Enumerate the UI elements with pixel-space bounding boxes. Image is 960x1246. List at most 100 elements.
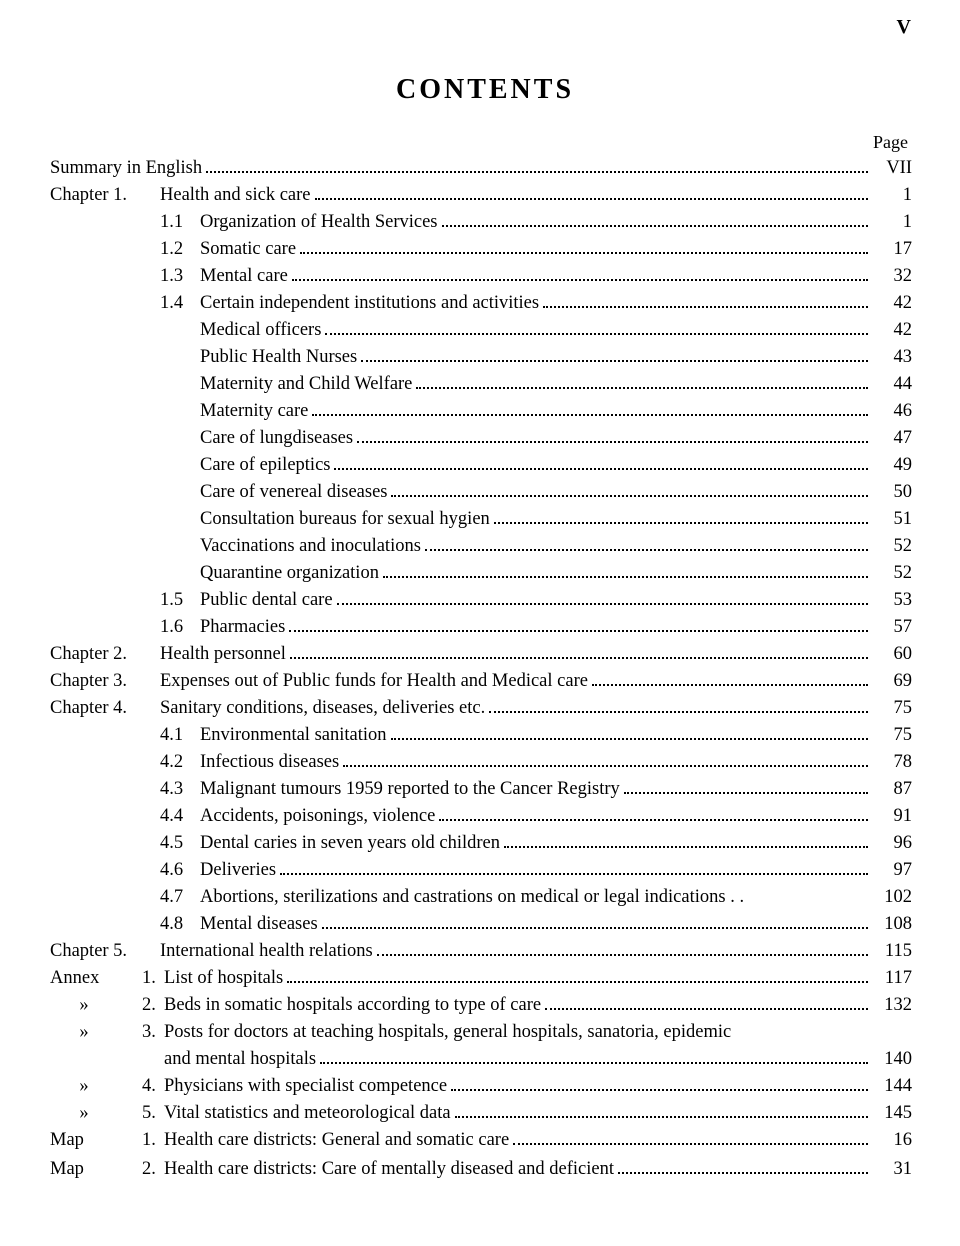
toc-page: 57	[872, 614, 920, 641]
toc-row: Vaccinations and inoculations52	[50, 533, 920, 560]
toc-row: 4.6Deliveries97	[50, 857, 920, 884]
toc-number: 1.	[142, 1127, 164, 1154]
toc-page: 32	[872, 263, 920, 290]
toc-row: Chapter 5.International health relations…	[50, 938, 920, 965]
toc-dots	[289, 620, 868, 632]
toc-prefix: Chapter 2.	[50, 641, 160, 668]
toc-prefix: 1.6	[160, 614, 200, 641]
toc-dots	[377, 944, 868, 956]
toc-row: 4.2Infectious diseases78	[50, 749, 920, 776]
toc-label: Consultation bureaus for sexual hygien	[200, 509, 490, 529]
toc-dots	[312, 404, 868, 416]
toc-label: Medical officers	[200, 320, 321, 340]
toc-page: 44	[872, 371, 920, 398]
toc-number: 1.	[142, 965, 164, 992]
toc-row: and mental hospitals140	[50, 1046, 920, 1073]
toc-dots	[513, 1133, 868, 1145]
toc-dots	[383, 566, 868, 578]
toc-page: 145	[872, 1100, 920, 1127]
toc-row: »4.Physicians with specialist competence…	[50, 1073, 920, 1100]
toc-label: Health care districts: Care of mentally …	[164, 1156, 614, 1183]
toc-page: 75	[872, 695, 920, 722]
toc-label: Care of lungdiseases	[200, 428, 353, 448]
toc-page: 47	[872, 425, 920, 452]
toc-prefix: 1.4	[160, 290, 200, 317]
toc-prefix: Chapter 3.	[50, 668, 160, 695]
toc-row: Map2.Health care districts: Care of ment…	[50, 1156, 920, 1183]
toc-prefix: 1.3	[160, 263, 200, 290]
toc-label: Maternity care	[200, 401, 308, 421]
toc-dots	[325, 323, 868, 335]
toc-dots	[624, 782, 868, 794]
toc-prefix: 4.7	[160, 884, 200, 911]
toc-page: 75	[872, 722, 920, 749]
toc-row: 4.4Accidents, poisonings, violence91	[50, 803, 920, 830]
toc-row: 1.4Certain independent institutions and …	[50, 290, 920, 317]
toc-dots	[592, 674, 868, 686]
contents-page: V CONTENTS Page Summary in EnglishVIICha…	[0, 0, 960, 1246]
toc-row: 4.1Environmental sanitation 75	[50, 722, 920, 749]
toc-row: 4.5Dental caries in seven years old chil…	[50, 830, 920, 857]
toc-dots	[489, 701, 868, 713]
toc-prefix: 4.6	[160, 857, 200, 884]
toc-prefix: 4.2	[160, 749, 200, 776]
toc-row: 1.1Organization of Health Services1	[50, 209, 920, 236]
toc-row: Chapter 1.Health and sick care1	[50, 182, 920, 209]
toc-row: Care of epileptics49	[50, 452, 920, 479]
toc-label: Somatic care	[200, 239, 296, 259]
toc-prefix: Map	[50, 1127, 142, 1154]
toc-page: 31	[872, 1156, 920, 1183]
toc-label: Posts for doctors at teaching hospitals,…	[164, 1019, 731, 1046]
toc-row: 4.7Abortions, sterilizations and castrat…	[50, 884, 920, 911]
toc-page: 144	[872, 1073, 920, 1100]
toc-page: 102	[872, 884, 920, 911]
toc-page: VII	[872, 155, 920, 182]
toc-number: 2.	[142, 1156, 164, 1183]
toc-row: Map1.Health care districts: General and …	[50, 1127, 920, 1154]
toc-label: Dental caries in seven years old childre…	[200, 833, 500, 853]
toc-label: Malignant tumours 1959 reported to the C…	[200, 779, 620, 799]
toc-page: 115	[872, 938, 920, 965]
toc-page: 108	[872, 911, 920, 938]
toc-page: 117	[872, 965, 920, 992]
toc-label: Abortions, sterilizations and castration…	[200, 887, 744, 907]
toc-prefix: 4.5	[160, 830, 200, 857]
toc-dots	[494, 512, 868, 524]
toc-dots	[337, 593, 868, 605]
toc-page: 46	[872, 398, 920, 425]
toc-row: Summary in English VII	[50, 155, 920, 182]
toc-label: Sanitary conditions, diseases, deliverie…	[160, 695, 485, 722]
toc-label: Summary in English	[50, 155, 202, 182]
toc-dots	[442, 215, 868, 227]
toc-row: Maternity care 46	[50, 398, 920, 425]
toc-label: Accidents, poisonings, violence	[200, 806, 435, 826]
toc-dots	[416, 377, 868, 389]
toc-prefix: 1.1	[160, 209, 200, 236]
toc-dots	[455, 1106, 868, 1118]
toc-page: 96	[872, 830, 920, 857]
toc-label: Organization of Health Services	[200, 212, 438, 232]
toc-dots	[287, 971, 868, 983]
toc-label: Quarantine organization	[200, 563, 379, 583]
toc-label: Mental diseases	[200, 914, 318, 934]
toc-dots	[439, 809, 868, 821]
toc-label: Beds in somatic hospitals according to t…	[164, 992, 541, 1019]
toc-prefix: Chapter 5.	[50, 938, 160, 965]
page-number-top: V	[897, 16, 912, 39]
toc-label: List of hospitals	[164, 965, 283, 992]
toc-label: Certain independent institutions and act…	[200, 293, 539, 313]
toc-dots	[748, 892, 868, 902]
toc-row: Chapter 4.Sanitary conditions, diseases,…	[50, 695, 920, 722]
toc-prefix: 4.1	[160, 722, 200, 749]
toc-dots	[280, 863, 868, 875]
toc-label: Physicians with specialist competence	[164, 1073, 447, 1100]
toc-row: Chapter 2.Health personnel60	[50, 641, 920, 668]
toc-label: Health and sick care	[160, 182, 311, 209]
toc-number: 3.	[142, 1019, 164, 1046]
toc-page: 42	[872, 317, 920, 344]
toc-page: 60	[872, 641, 920, 668]
toc-label: Environmental sanitation	[200, 725, 387, 745]
toc-page: 78	[872, 749, 920, 776]
toc-label: Vital statistics and meteorological data	[164, 1100, 451, 1127]
table-of-contents: Summary in English VIIChapter 1.Health an…	[50, 155, 920, 1185]
